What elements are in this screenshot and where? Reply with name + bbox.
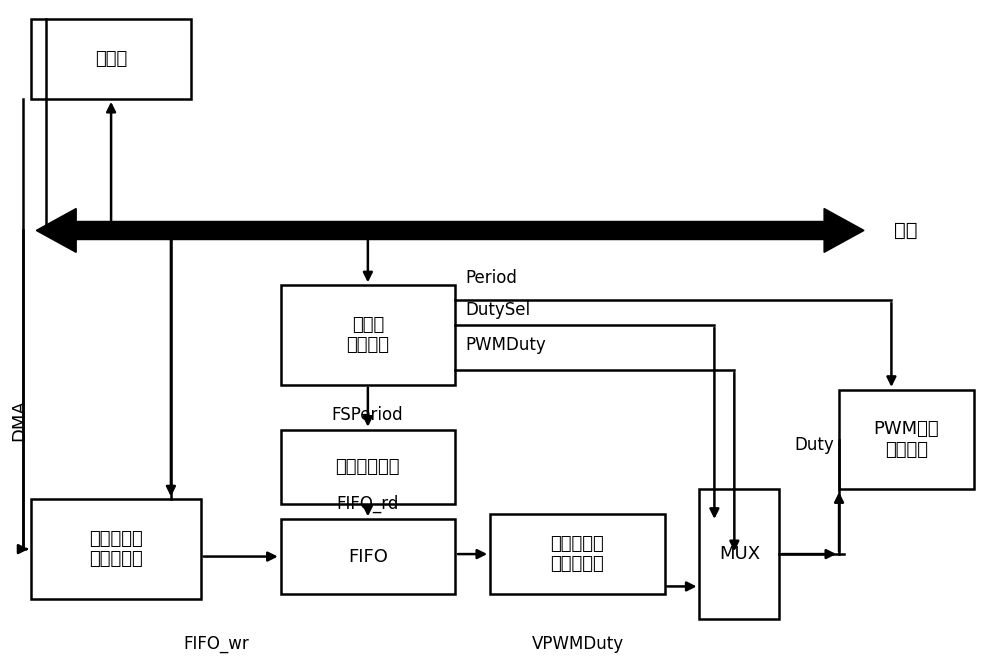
Bar: [31, 19, 191, 99]
Text: DutySel: DutySel: [465, 301, 530, 319]
Text: FIFO: FIFO: [348, 547, 388, 565]
Bar: [281, 519, 455, 594]
Text: FSPeriod: FSPeriod: [332, 406, 403, 424]
Polygon shape: [824, 208, 864, 252]
Text: VPWMDuty: VPWMDuty: [532, 635, 624, 653]
Text: PWMDuty: PWMDuty: [465, 336, 546, 354]
Text: Period: Period: [465, 269, 517, 287]
Text: 采样控制模块: 采样控制模块: [336, 458, 400, 476]
Text: 总线: 总线: [894, 221, 917, 240]
Text: DMA: DMA: [10, 399, 28, 440]
Text: 占空比宽度
规范化模块: 占空比宽度 规范化模块: [550, 535, 604, 573]
Text: Duty: Duty: [794, 436, 834, 454]
Bar: [281, 430, 455, 504]
Text: 寄存器
配置模块: 寄存器 配置模块: [346, 316, 389, 354]
Text: FIFO_rd: FIFO_rd: [336, 495, 399, 513]
Text: 占空比符号
规范化模块: 占空比符号 规范化模块: [89, 529, 143, 569]
Bar: [699, 490, 779, 619]
Bar: [281, 285, 455, 385]
Text: FIFO_wr: FIFO_wr: [183, 635, 249, 653]
Bar: [31, 500, 201, 599]
Bar: [490, 514, 665, 594]
Text: MUX: MUX: [719, 545, 760, 563]
Text: PWM计数
输出模块: PWM计数 输出模块: [874, 420, 939, 459]
Text: 存储器: 存储器: [95, 50, 127, 68]
Polygon shape: [36, 208, 76, 252]
Bar: [839, 390, 974, 490]
